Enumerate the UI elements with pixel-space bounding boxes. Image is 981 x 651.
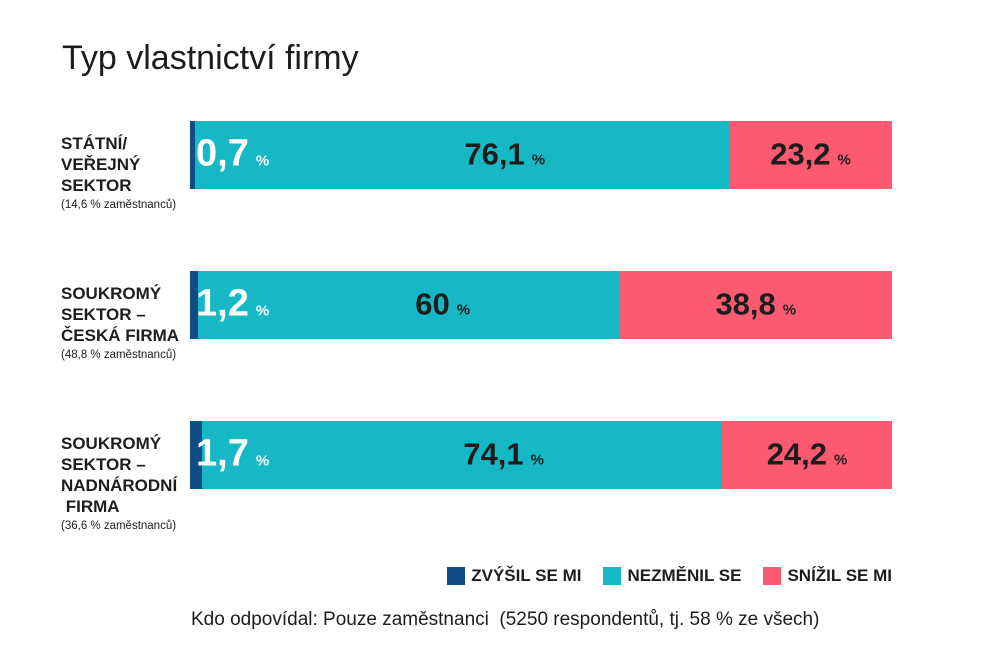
legend-label-unchanged: NEZMĚNIL SE xyxy=(627,566,742,585)
segment-value-increase: 1,7% xyxy=(196,433,269,476)
legend-item-unchanged: NEZMĚNIL SE xyxy=(603,566,741,586)
segment-value-decrease: 24,2% xyxy=(767,436,848,472)
percent-sign: % xyxy=(255,452,270,470)
percent-sign: % xyxy=(531,151,546,169)
segment-value-decrease: 38,8% xyxy=(715,286,796,322)
value-number: 24,2 xyxy=(766,436,828,472)
bar-row-soukromy-sektor-nadnarodni-firma: SOUKROMÝ SEKTOR – NADNÁRODNÍ FIRMA (36,6… xyxy=(0,421,981,532)
bar-row-statni-verejny-sektor: STÁTNÍ/ VEŘEJNÝ SEKTOR (14,6 % zaměstnan… xyxy=(0,121,981,211)
percent-sign: % xyxy=(834,451,848,469)
segment-value-unchanged: 76,1% xyxy=(464,136,545,172)
value-number: 60 xyxy=(415,286,450,322)
percent-sign: % xyxy=(530,451,544,469)
value-number: 1,7 xyxy=(196,432,249,475)
stacked-bar: 76,1% 23,2% 0,7% xyxy=(190,121,892,189)
value-number: 1,2 xyxy=(196,282,249,325)
percent-sign: % xyxy=(255,302,270,320)
segment-decrease: 23,2% xyxy=(729,121,892,189)
percent-sign: % xyxy=(782,301,797,319)
legend-label-decrease: SNÍŽIL SE MI xyxy=(787,566,892,585)
segment-increase xyxy=(190,121,195,189)
segment-unchanged: 60% xyxy=(198,271,620,339)
legend: ZVÝŠIL SE MI NEZMĚNIL SE SNÍŽIL SE MI xyxy=(447,566,892,586)
segment-decrease: 24,2% xyxy=(722,421,892,489)
segment-value-unchanged: 60% xyxy=(415,286,470,322)
legend-item-decrease: SNÍŽIL SE MI xyxy=(763,566,892,586)
category-label-block: SOUKROMÝ SEKTOR – ČESKÁ FIRMA (48,8 % za… xyxy=(61,283,189,362)
legend-swatch-decrease xyxy=(763,567,782,585)
value-number: 23,2 xyxy=(770,136,831,172)
stacked-bar: 60% 38,8% 1,2% xyxy=(190,271,892,339)
value-number: 74,1 xyxy=(463,436,524,472)
footer-note: Kdo odpovídal: Pouze zaměstnanci (5250 r… xyxy=(191,609,820,630)
legend-swatch-increase xyxy=(447,567,466,585)
stacked-bar: 74,1% 24,2% 1,7% xyxy=(190,421,892,489)
category-name: STÁTNÍ/ VEŘEJNÝ SEKTOR xyxy=(61,134,141,195)
category-label-block: STÁTNÍ/ VEŘEJNÝ SEKTOR (14,6 % zaměstnan… xyxy=(61,133,189,212)
legend-swatch-unchanged xyxy=(603,567,622,585)
category-name: SOUKROMÝ SEKTOR – NADNÁRODNÍ FIRMA xyxy=(61,434,178,516)
legend-item-increase: ZVÝŠIL SE MI xyxy=(447,566,581,586)
category-note: (14,6 % zaměstnanců) xyxy=(61,199,177,211)
percent-sign: % xyxy=(837,151,851,169)
segment-increase xyxy=(190,421,202,489)
percent-sign: % xyxy=(255,152,270,170)
segment-value-decrease: 23,2% xyxy=(770,136,851,172)
segment-value-increase: 1,2% xyxy=(196,283,269,326)
category-note: (48,8 % zaměstnanců) xyxy=(61,349,177,361)
category-note: (36,6 % zaměstnanců) xyxy=(61,520,177,532)
chart-title: Typ vlastnictví firmy xyxy=(62,39,359,77)
segment-value-increase: 0,7% xyxy=(196,133,269,176)
segment-unchanged: 76,1% xyxy=(194,121,730,189)
segment-unchanged: 74,1% xyxy=(201,421,723,489)
bar-row-soukromy-sektor-ceska-firma: SOUKROMÝ SEKTOR – ČESKÁ FIRMA (48,8 % za… xyxy=(0,271,981,361)
value-number: 0,7 xyxy=(196,132,249,175)
category-label-block: SOUKROMÝ SEKTOR – NADNÁRODNÍ FIRMA (36,6… xyxy=(61,433,189,533)
percent-sign: % xyxy=(456,301,471,319)
legend-label-increase: ZVÝŠIL SE MI xyxy=(471,566,582,585)
segment-increase xyxy=(190,271,199,339)
category-name: SOUKROMÝ SEKTOR – ČESKÁ FIRMA xyxy=(61,284,180,345)
segment-value-unchanged: 74,1% xyxy=(463,436,544,472)
value-number: 76,1 xyxy=(464,136,525,172)
segment-decrease: 38,8% xyxy=(619,271,892,339)
value-number: 38,8 xyxy=(715,286,776,322)
